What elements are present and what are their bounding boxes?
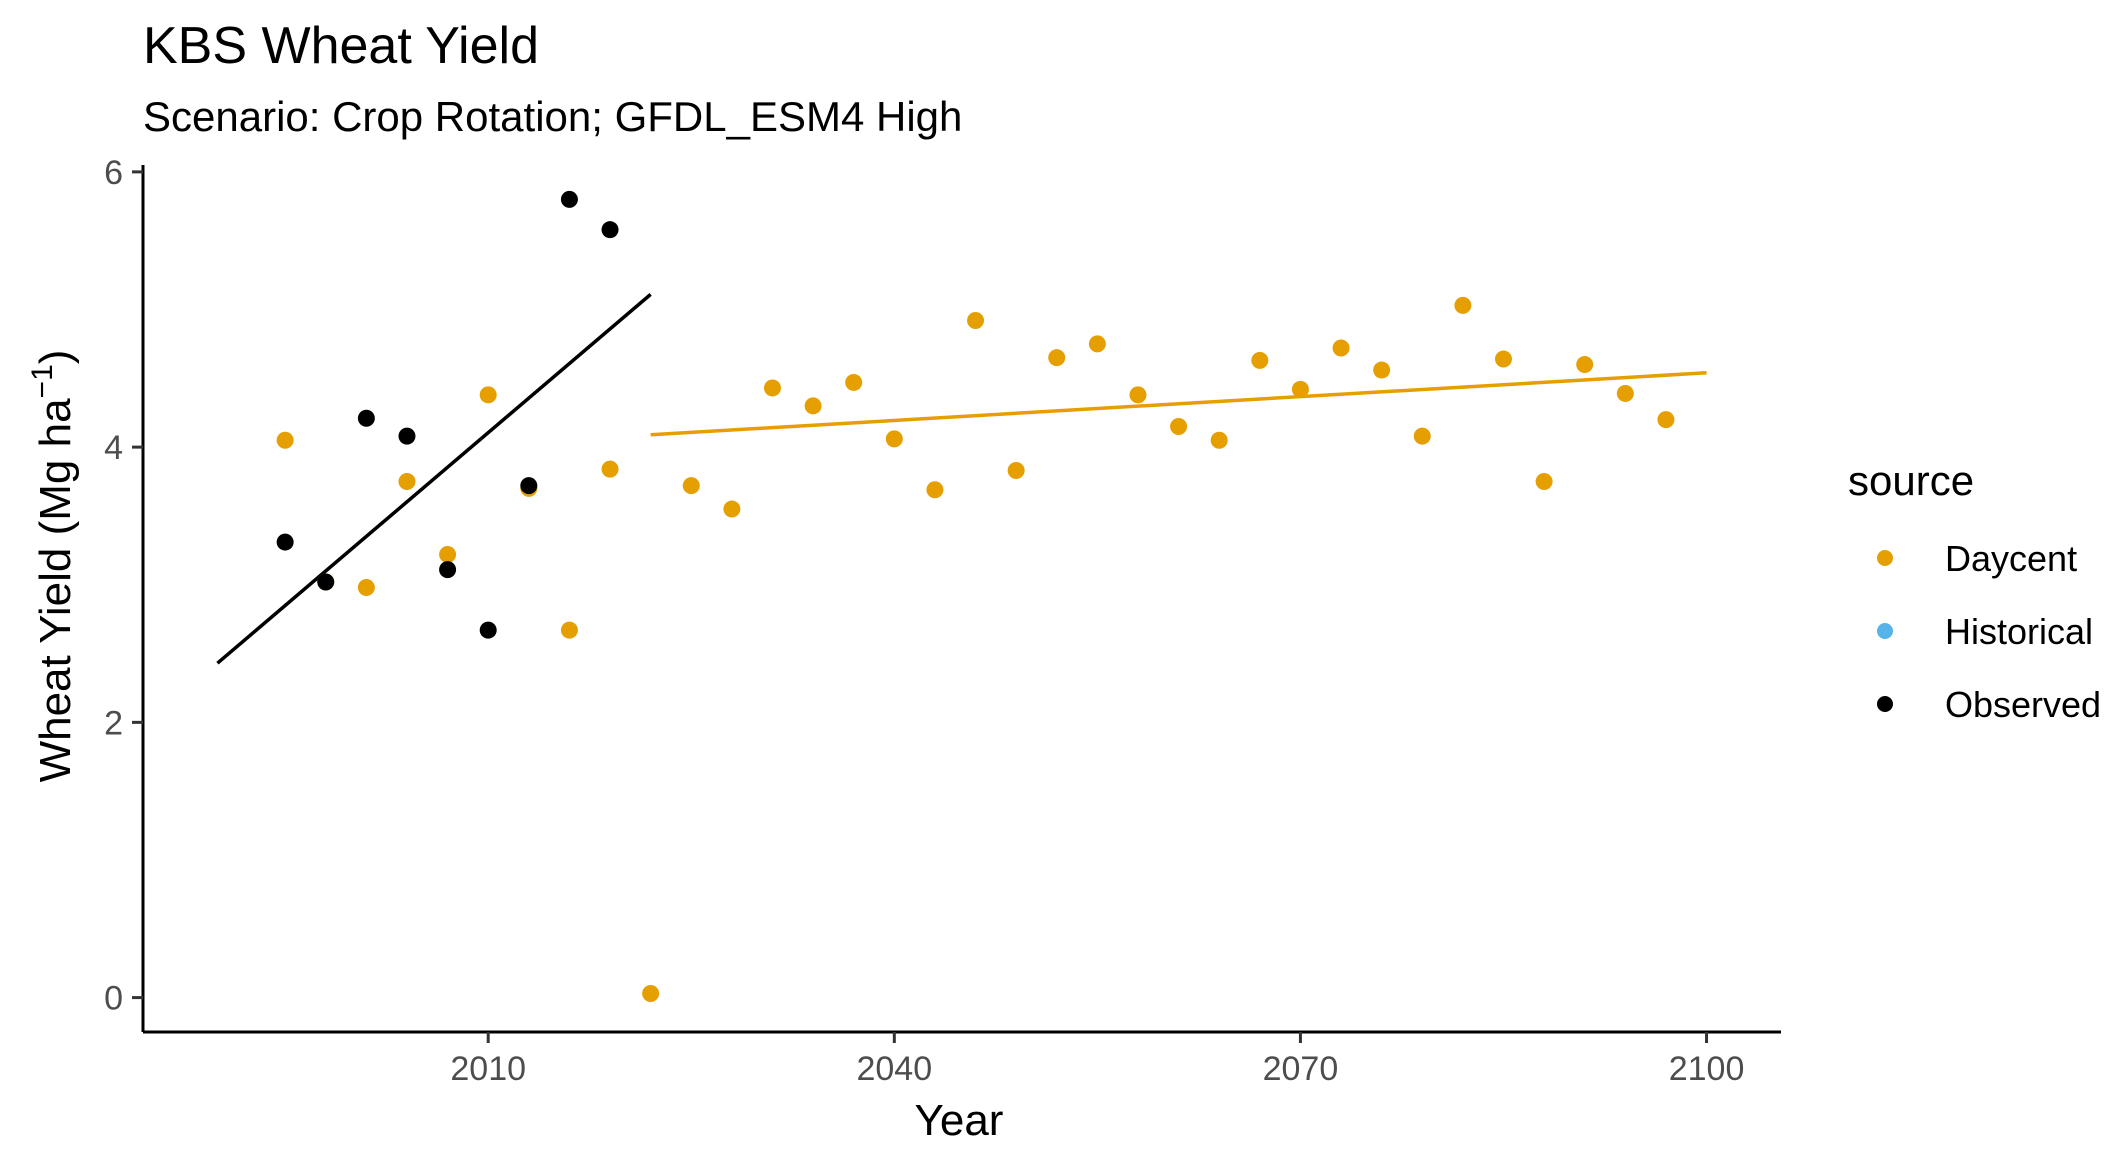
plot-area <box>216 190 1707 1002</box>
legend-key-observed <box>1877 696 1893 712</box>
y-axis-title-main: Wheat Yield (Mg ha <box>31 398 80 782</box>
observed-point <box>560 190 578 208</box>
daycent-point <box>723 500 741 518</box>
daycent-point <box>276 431 294 449</box>
daycent-point <box>439 545 457 563</box>
y-tick-label: 0 <box>104 980 123 1018</box>
daycent-point <box>926 481 944 499</box>
daycent-point <box>1291 380 1309 398</box>
observed-point <box>439 561 457 579</box>
daycent-point <box>560 621 578 639</box>
legend-label-observed: Observed <box>1945 684 2101 725</box>
daycent-point <box>1048 349 1066 367</box>
legend-label-historical: Historical <box>1945 611 2093 652</box>
observed-point <box>317 573 335 591</box>
x-tick-label: 2100 <box>1669 1050 1745 1088</box>
y-tick-label: 6 <box>104 154 123 192</box>
y-axis-title: Wheat Yield (Mg ha−1) <box>26 350 80 783</box>
legend-key-daycent <box>1877 550 1893 566</box>
x-axis-ticks: 2010 2040 2070 2100 <box>450 1032 1744 1088</box>
legend-label-daycent: Daycent <box>1945 538 2077 579</box>
observed-trend-line <box>216 293 652 665</box>
daycent-point <box>1332 339 1350 357</box>
daycent-point <box>763 379 781 397</box>
observed-point <box>357 409 375 427</box>
daycent-point <box>1413 427 1431 445</box>
daycent-point <box>642 984 660 1002</box>
observed-point <box>276 533 294 551</box>
x-axis-title: Year <box>915 1096 1004 1145</box>
daycent-point <box>601 460 619 478</box>
daycent-point <box>967 312 985 330</box>
daycent-point <box>1494 350 1512 368</box>
daycent-point <box>1210 431 1228 449</box>
daycent-point <box>1535 473 1553 491</box>
x-tick-label: 2010 <box>450 1050 526 1088</box>
y-tick-label: 2 <box>104 704 123 742</box>
x-tick-label: 2040 <box>856 1050 932 1088</box>
observed-point <box>398 427 416 445</box>
daycent-point <box>357 578 375 596</box>
legend: source Daycent Historical Observed <box>1848 457 2101 725</box>
daycent-point <box>1170 417 1188 435</box>
y-axis-title-superscript: −1 <box>26 364 59 398</box>
daycent-point <box>1657 411 1675 429</box>
legend-key-historical <box>1877 623 1893 639</box>
observed-point <box>520 477 538 495</box>
daycent-trend-line <box>650 371 1707 437</box>
daycent-point <box>1454 296 1472 314</box>
chart-subtitle: Scenario: Crop Rotation; GFDL_ESM4 High <box>143 93 962 140</box>
daycent-point <box>1616 384 1634 402</box>
daycent-point <box>845 373 863 391</box>
daycent-point <box>885 430 903 448</box>
chart-title: KBS Wheat Yield <box>143 17 539 75</box>
x-tick-label: 2070 <box>1263 1050 1339 1088</box>
daycent-point <box>1576 356 1594 374</box>
daycent-point <box>804 397 822 415</box>
legend-title: source <box>1848 457 1974 504</box>
y-axis-ticks: 0 2 4 6 <box>104 154 143 1018</box>
daycent-point <box>398 473 416 491</box>
y-tick-label: 4 <box>104 429 123 467</box>
daycent-point <box>682 477 700 495</box>
y-axis-title-close: ) <box>31 350 80 365</box>
observed-point <box>601 221 619 239</box>
daycent-point <box>479 386 497 404</box>
daycent-point <box>1251 351 1269 369</box>
daycent-point <box>1373 361 1391 379</box>
daycent-point <box>1007 462 1025 480</box>
observed-point <box>479 621 497 639</box>
daycent-point <box>1129 386 1147 404</box>
daycent-point <box>1088 335 1106 353</box>
